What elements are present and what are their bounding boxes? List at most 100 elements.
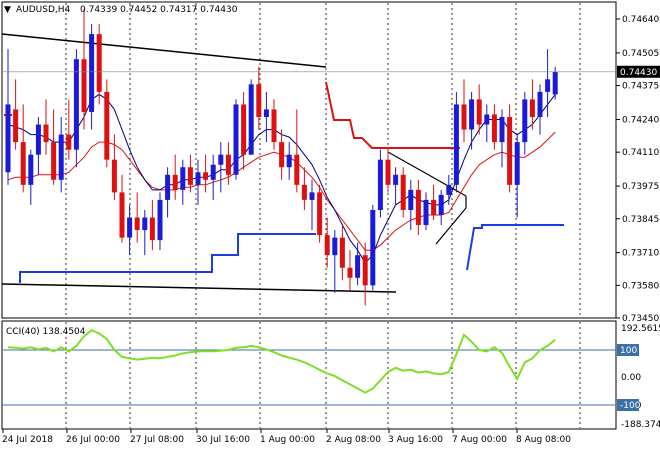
candle-body	[142, 217, 148, 231]
candle[interactable]	[294, 109, 300, 193]
time-label: 3 Aug 16:00	[388, 435, 443, 445]
candle[interactable]	[149, 199, 155, 251]
candle[interactable]	[256, 66, 262, 130]
cci-tick-label: 192.5615	[621, 324, 660, 334]
candle[interactable]	[111, 134, 117, 200]
candle-body	[203, 172, 209, 180]
candle[interactable]	[165, 167, 171, 218]
candle[interactable]	[377, 149, 383, 218]
candle-body	[461, 104, 467, 130]
upper-trendline[interactable]	[1, 33, 327, 68]
candle[interactable]	[172, 154, 178, 200]
candle-body	[423, 199, 429, 226]
candle[interactable]	[279, 129, 285, 180]
candle[interactable]	[195, 159, 201, 205]
candle[interactable]	[66, 99, 72, 160]
candle[interactable]	[104, 79, 110, 168]
candle[interactable]	[408, 179, 414, 231]
candle[interactable]	[142, 209, 148, 256]
candle[interactable]	[499, 109, 505, 168]
candle[interactable]	[552, 66, 558, 100]
candle[interactable]	[73, 49, 79, 168]
candle[interactable]	[423, 192, 429, 231]
candle[interactable]	[332, 230, 338, 293]
candle[interactable]	[134, 192, 140, 243]
candle[interactable]	[415, 179, 421, 236]
candle[interactable]	[339, 225, 345, 281]
candle[interactable]	[89, 24, 95, 130]
candle[interactable]	[545, 49, 551, 117]
candle[interactable]	[537, 84, 543, 135]
candle[interactable]	[522, 91, 528, 155]
candle[interactable]	[476, 84, 482, 135]
candle[interactable]	[180, 159, 186, 205]
candle[interactable]	[362, 242, 368, 306]
price-axis: 0.74640 0.74505 0.74375 0.74240 0.74110 0.739…	[616, 15, 659, 324]
lower-trendline[interactable]	[1, 283, 397, 293]
candle[interactable]	[370, 204, 376, 291]
candle[interactable]	[210, 154, 216, 200]
candle[interactable]	[484, 104, 490, 143]
candle[interactable]	[13, 79, 19, 150]
candle[interactable]	[507, 104, 513, 193]
candle[interactable]	[28, 149, 34, 205]
wedge-lower-line[interactable]	[435, 207, 467, 245]
time-axis: 24 Jul 2018 26 Jul 00:00 27 Jul 08:00 30 Ju…	[2, 429, 571, 445]
candle[interactable]	[446, 174, 452, 205]
candle[interactable]	[514, 134, 520, 218]
candle[interactable]	[309, 179, 315, 231]
stop-line-down	[325, 81, 460, 149]
candles	[3, 8, 616, 306]
candle-body	[263, 109, 269, 117]
candle-body	[127, 217, 133, 238]
candle-body	[180, 167, 186, 190]
candle[interactable]	[286, 142, 292, 180]
candle[interactable]	[438, 189, 444, 226]
candle[interactable]	[203, 154, 209, 193]
candle[interactable]	[400, 167, 406, 218]
price-tick-label: 0.74110	[622, 148, 659, 158]
candle[interactable]	[51, 109, 57, 185]
candle[interactable]	[469, 91, 475, 150]
candle[interactable]	[43, 99, 49, 155]
candle-body	[339, 237, 345, 268]
candle[interactable]	[233, 99, 239, 180]
candle[interactable]	[263, 91, 269, 143]
candle[interactable]	[127, 204, 133, 256]
candle[interactable]	[324, 217, 330, 268]
candle[interactable]	[301, 167, 307, 210]
price-tick-label: 0.74375	[622, 82, 659, 92]
candle[interactable]	[317, 184, 323, 243]
time-label: 1 Aug 00:00	[260, 435, 315, 445]
candle[interactable]	[453, 91, 459, 193]
cci-level-badge-label: 100	[620, 346, 637, 356]
horizontal-grid	[3, 349, 615, 406]
header-arrow[interactable]: ▼	[4, 5, 11, 15]
candle[interactable]	[58, 116, 64, 193]
candle[interactable]	[218, 142, 224, 193]
candle-body	[248, 84, 254, 155]
price-tick-label: 0.74505	[622, 49, 659, 59]
candle[interactable]	[96, 24, 102, 105]
candle[interactable]	[35, 116, 41, 175]
candle[interactable]	[491, 104, 497, 150]
candle[interactable]	[271, 99, 277, 150]
candle[interactable]	[5, 49, 11, 185]
candle[interactable]	[241, 91, 247, 170]
candle[interactable]	[385, 149, 391, 193]
candle[interactable]	[20, 104, 26, 193]
candle[interactable]	[461, 79, 467, 143]
candle-body	[484, 114, 490, 125]
candle[interactable]	[393, 167, 399, 205]
candle[interactable]	[529, 79, 535, 130]
candle[interactable]	[157, 192, 163, 251]
candle[interactable]	[347, 250, 353, 291]
candle[interactable]	[355, 242, 361, 286]
candle[interactable]	[119, 174, 125, 243]
candle[interactable]	[248, 79, 254, 155]
candle[interactable]	[187, 154, 193, 193]
candle[interactable]	[431, 184, 437, 221]
candle[interactable]	[81, 8, 87, 130]
candle[interactable]	[225, 142, 231, 185]
